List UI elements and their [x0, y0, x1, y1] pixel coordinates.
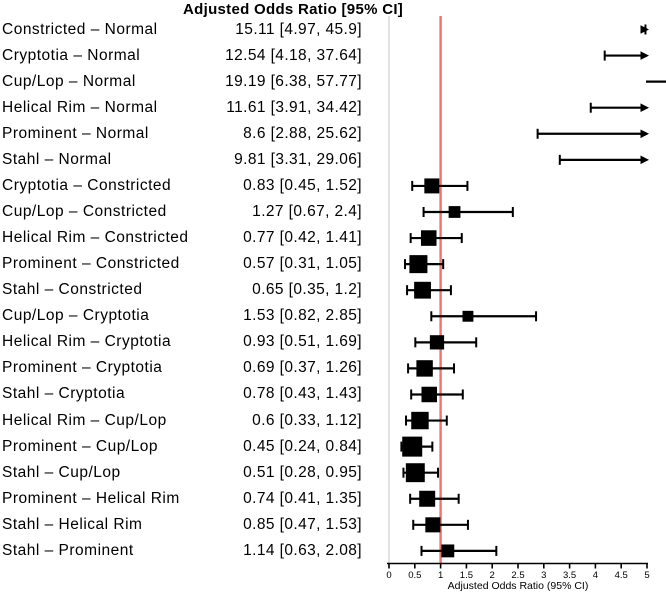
ci-arrow-icon	[640, 103, 649, 113]
or-point-box	[409, 255, 428, 274]
estimate-value: 1.53 [0.82, 2.85]	[243, 307, 362, 325]
comparison-label: Prominent – Normal	[2, 124, 149, 142]
or-point-box	[411, 411, 429, 430]
estimate-value: 19.19 [6.38, 57.77]	[225, 72, 362, 90]
comparison-label: Cryptotia – Constricted	[2, 176, 172, 194]
ci-arrow-icon	[640, 51, 649, 60]
comparison-label: Constricted – Normal	[2, 20, 158, 38]
x-axis-tick-label: 4	[593, 570, 598, 581]
comparison-label: Cryptotia – Normal	[2, 46, 141, 64]
or-point-box	[462, 310, 474, 322]
estimate-value: 0.77 [0.42, 1.41]	[243, 229, 362, 247]
comparison-label: Helical Rim – Cup/Lop	[2, 411, 167, 429]
or-point-box	[420, 230, 437, 246]
comparison-label: Helical Rim – Constricted	[2, 229, 189, 247]
comparison-label: Cup/Lop – Cryptotia	[2, 307, 150, 325]
comparison-label: Stahl – Helical Rim	[2, 515, 143, 533]
comparison-label: Stahl – Cup/Lop	[2, 463, 121, 481]
x-axis-tick-label: 1.5	[460, 570, 473, 581]
ci-arrow-icon	[640, 129, 649, 139]
estimate-value: 0.85 [0.47, 1.53]	[243, 515, 362, 533]
x-axis-tick-label: 0	[386, 570, 391, 581]
estimate-value: 0.93 [0.51, 1.69]	[243, 333, 362, 351]
estimate-value: 0.78 [0.43, 1.43]	[243, 385, 362, 403]
or-point-box	[414, 281, 431, 299]
comparison-label: Helical Rim – Normal	[2, 98, 158, 116]
estimate-value: 0.74 [0.41, 1.35]	[243, 489, 362, 507]
estimate-value: 0.6 [0.33, 1.12]	[252, 411, 362, 429]
or-point-box	[424, 178, 440, 194]
ci-arrow-icon	[640, 25, 649, 34]
comparison-label: Prominent – Helical Rim	[2, 489, 180, 507]
or-point-box	[402, 436, 423, 457]
estimate-value: 11.61 [3.91, 34.42]	[226, 98, 362, 116]
estimate-value: 0.65 [0.35, 1.2]	[252, 281, 362, 299]
x-axis-title: Adjusted Odds Ratio (95% CI)	[448, 580, 589, 592]
estimate-value: 0.83 [0.45, 1.52]	[243, 176, 362, 194]
estimate-value: 9.81 [3.31, 29.06]	[234, 150, 362, 168]
estimate-value: 0.51 [0.28, 0.95]	[243, 463, 362, 481]
comparison-label: Prominent – Cup/Lop	[2, 437, 158, 455]
comparison-label: Stahl – Normal	[2, 150, 112, 168]
x-axis-tick-label: 3	[541, 570, 546, 581]
or-point-box	[416, 360, 433, 377]
estimate-value: 12.54 [4.18, 37.64]	[225, 46, 362, 64]
x-axis-tick-label: 0.5	[408, 570, 421, 581]
estimate-value: 1.14 [0.63, 2.08]	[243, 541, 362, 559]
comparison-label: Cup/Lop – Constricted	[2, 202, 167, 220]
or-point-box	[405, 463, 425, 483]
comparison-label: Prominent – Cryptotia	[2, 359, 163, 377]
comparison-label: Prominent – Constricted	[2, 255, 180, 273]
column-header-adjusted-odds-ratio: Adjusted Odds Ratio [95% CI]	[183, 1, 404, 18]
estimate-value: 0.57 [0.31, 1.05]	[243, 255, 362, 273]
estimate-value: 15.11 [4.97, 45.9]	[235, 20, 362, 38]
or-point-box	[419, 490, 436, 507]
or-point-box	[441, 544, 455, 558]
comparison-label: Cup/Lop – Normal	[2, 72, 136, 90]
comparison-label: Stahl – Prominent	[2, 541, 134, 559]
estimate-value: 1.27 [0.67, 2.4]	[252, 202, 362, 220]
or-point-box	[429, 335, 445, 350]
or-point-box	[425, 517, 441, 533]
comparison-label: Stahl – Constricted	[2, 281, 143, 299]
x-axis-tick-label: 3.5	[563, 570, 576, 581]
estimate-value: 0.69 [0.37, 1.26]	[243, 359, 362, 377]
estimate-value: 8.6 [2.88, 25.62]	[243, 124, 362, 142]
x-axis-tick-label: 2.5	[511, 570, 524, 581]
comparison-label: Stahl – Cryptotia	[2, 385, 126, 403]
x-axis-tick-label: 4.5	[615, 570, 628, 581]
or-point-box	[421, 386, 437, 403]
ci-arrow-icon	[640, 155, 649, 165]
or-point-box	[448, 206, 461, 218]
estimate-value: 0.45 [0.24, 0.84]	[243, 437, 362, 455]
x-axis-tick-label: 2	[490, 570, 495, 581]
comparison-label: Helical Rim – Cryptotia	[2, 333, 172, 351]
x-axis-tick-label: 5	[644, 570, 649, 581]
x-axis-tick-label: 1	[438, 570, 443, 581]
